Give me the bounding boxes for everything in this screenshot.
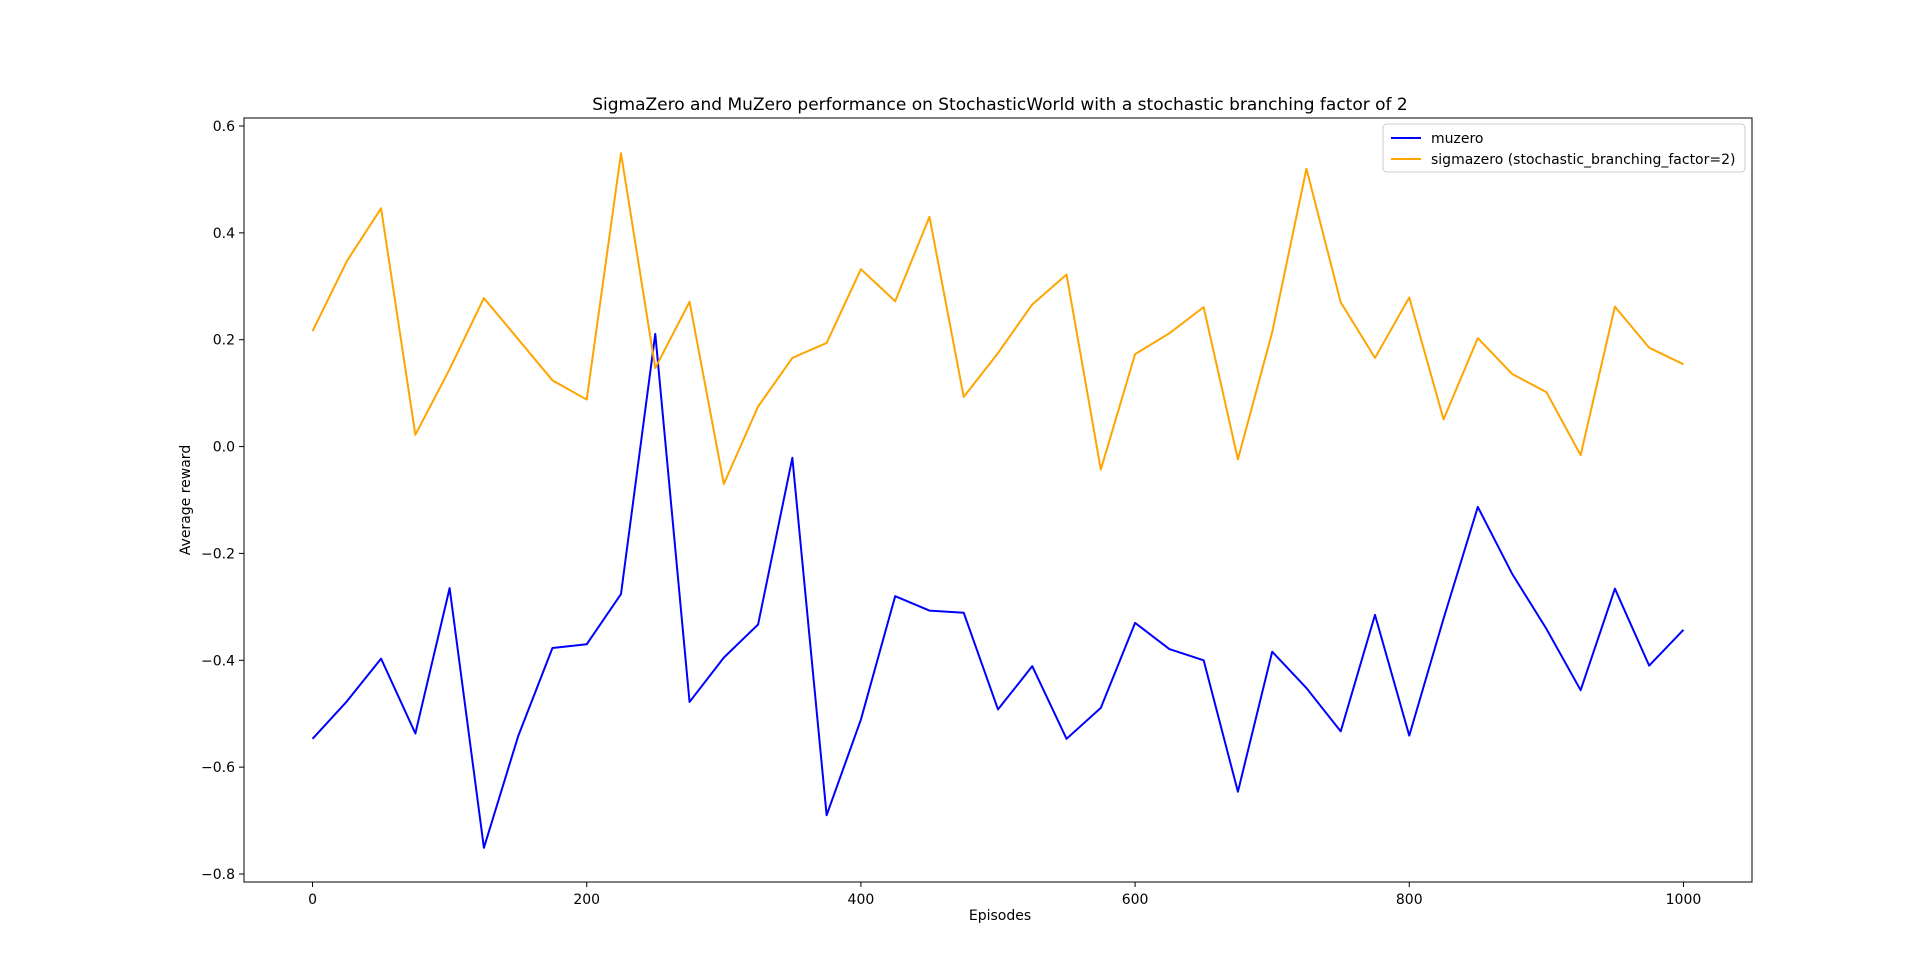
x-axis: 0 200 400 600 800 1000 [308, 882, 1701, 908]
plot-area: 0 200 400 600 800 1000 −0.8 −0.6 −0.4 −0.2 0.0 0.2… [201, 117, 1753, 908]
y-tick-label: −0.6 [201, 760, 235, 776]
axes-frame [243, 117, 1753, 883]
series-line-sigmazero [311, 152, 1684, 485]
legend-label: sigmazero (stochastic_branching_factor=2… [1431, 152, 1735, 168]
x-tick-label: 400 [848, 892, 875, 908]
x-tick-label: 600 [1122, 892, 1149, 908]
y-tick-label: 0.2 [213, 333, 235, 349]
x-tick-label: 0 [308, 892, 317, 908]
y-tick-label: 0.6 [213, 119, 235, 135]
y-tick-label: 0.4 [213, 226, 235, 242]
y-tick-label: −0.8 [201, 867, 235, 883]
legend-box [1382, 123, 1746, 173]
y-axis-label: Average reward [178, 445, 194, 555]
legend-label: muzero [1431, 131, 1484, 147]
x-axis-label: Episodes [969, 908, 1031, 924]
series-lines [311, 152, 1685, 849]
y-axis: −0.8 −0.6 −0.4 −0.2 0.0 0.2 0.4 0.6 [201, 119, 244, 883]
y-tick-label: 0.0 [213, 440, 235, 456]
x-tick-label: 800 [1396, 892, 1423, 908]
x-tick-label: 200 [573, 892, 600, 908]
y-tick-label: −0.4 [201, 653, 235, 669]
chart-title: SigmaZero and MuZero performance on Stoc… [592, 95, 1407, 115]
series-line-muzero [311, 332, 1685, 849]
legend: muzero sigmazero (stochastic_branching_fa… [1382, 123, 1746, 173]
y-tick-label: −0.2 [201, 546, 235, 562]
x-tick-label: 1000 [1666, 892, 1702, 908]
